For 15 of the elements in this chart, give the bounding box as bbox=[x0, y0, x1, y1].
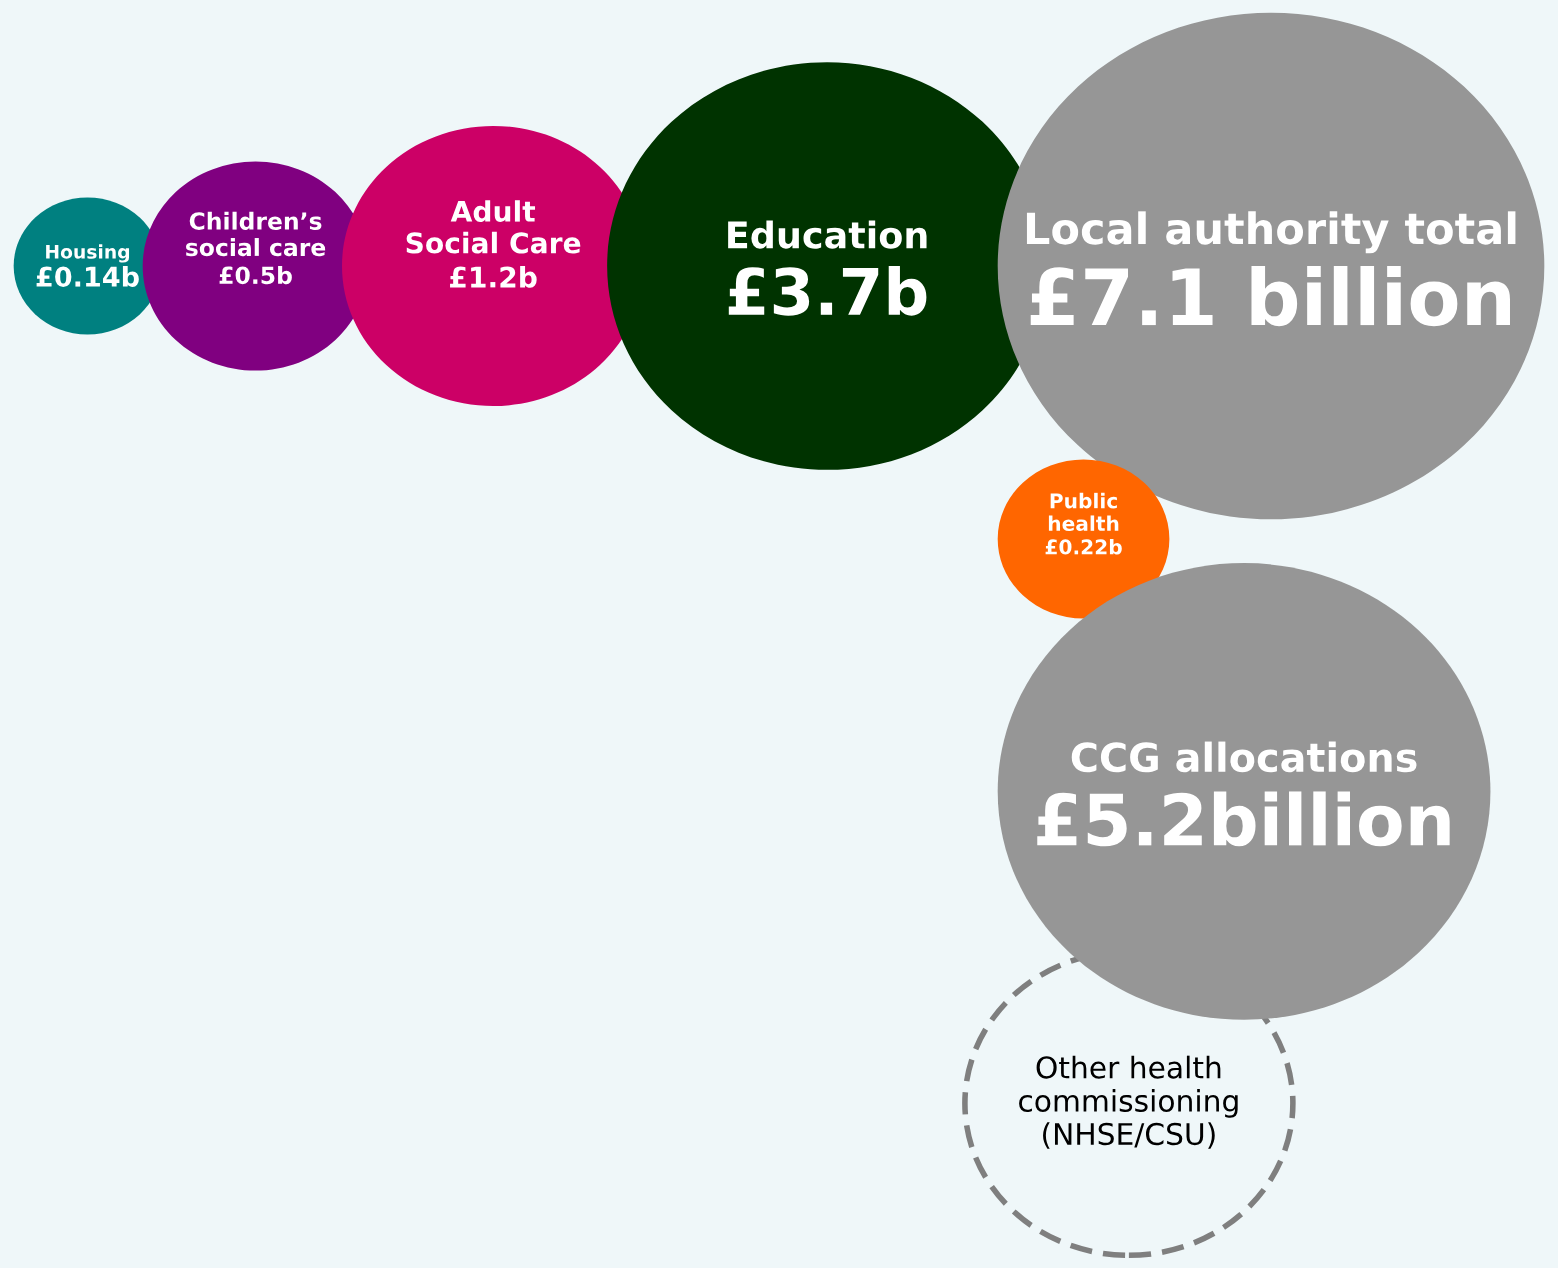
data-label: £3.7b bbox=[728, 265, 927, 316]
data-label: £0.22b bbox=[1045, 538, 1122, 555]
data-label: £1.2b bbox=[450, 265, 537, 288]
category-label: Adult Social Care bbox=[406, 200, 581, 254]
category-label: Local authority total bbox=[1026, 211, 1516, 254]
category-label: Public health bbox=[1048, 492, 1119, 532]
data-label: £5.2billion bbox=[1037, 791, 1450, 847]
category-label: Housing bbox=[46, 244, 130, 263]
data-label: £0.5b bbox=[219, 265, 292, 285]
data-label: £7.1 billion bbox=[1030, 265, 1510, 327]
category-label: Children’s social care bbox=[186, 211, 326, 257]
category-label: Education bbox=[728, 220, 927, 249]
category-label: Other health commissioning (NHSE/CSU) bbox=[1019, 1055, 1238, 1149]
data-label: £0.14b bbox=[36, 265, 139, 287]
category-label: CCG allocations bbox=[1071, 741, 1417, 773]
